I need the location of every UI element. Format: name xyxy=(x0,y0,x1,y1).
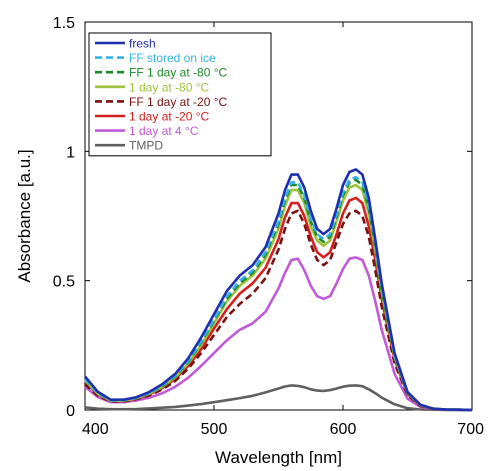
legend-label: FF stored on ice xyxy=(129,51,216,65)
series-line-4 xyxy=(84,209,473,412)
legend-label: 1 day at -80 °C xyxy=(129,80,210,94)
legend-label: TMPD xyxy=(129,139,163,153)
y-axis-title: Absorbance [a.u.] xyxy=(15,149,34,282)
x-tick-label: 600 xyxy=(330,421,357,438)
legend-box xyxy=(88,32,272,157)
legend-label: 1 day at 4 °C xyxy=(129,124,199,138)
y-tick-label: 1.5 xyxy=(53,15,75,32)
x-tick-label: 700 xyxy=(457,421,484,438)
x-tick-label: 500 xyxy=(201,421,228,438)
y-tick-label: 1 xyxy=(66,144,75,161)
legend-label: FF 1 day at -20 °C xyxy=(129,95,228,109)
legend-label: fresh xyxy=(129,37,156,51)
legend-label: FF 1 day at -80 °C xyxy=(129,66,228,80)
x-tick-label: 400 xyxy=(82,421,109,438)
series-line-6 xyxy=(84,256,473,412)
x-axis-ticks: 400 500 600 700 xyxy=(82,22,484,438)
y-tick-label: 0.5 xyxy=(53,274,75,291)
legend-label: 1 day at -20 °C xyxy=(129,110,210,124)
series-layer xyxy=(84,168,473,412)
y-tick-label: 0 xyxy=(66,403,75,420)
series-line-7 xyxy=(84,384,472,412)
series-line-0 xyxy=(84,168,473,412)
x-axis-title: Wavelength [nm] xyxy=(215,448,342,467)
